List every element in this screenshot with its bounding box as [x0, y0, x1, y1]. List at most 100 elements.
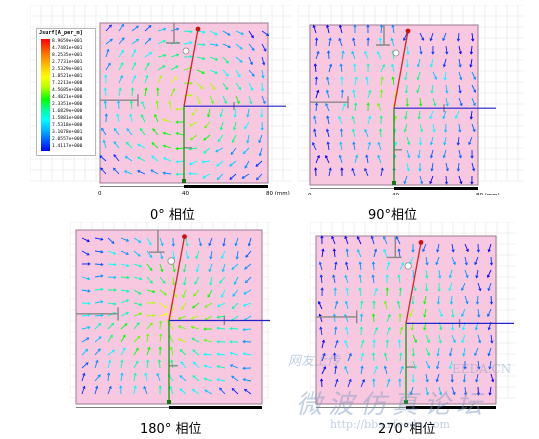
current-arrow [244, 121, 250, 130]
arrow-head [108, 359, 112, 363]
current-arrow [133, 386, 136, 395]
arrow-head [207, 114, 211, 118]
current-arrow [94, 386, 98, 395]
current-arrow [189, 121, 198, 127]
arrow-head [435, 262, 439, 266]
arrow-head [417, 116, 421, 120]
current-arrow [170, 88, 175, 97]
scale-bar [406, 406, 496, 409]
current-arrow [425, 360, 430, 369]
arrow-head [154, 113, 158, 118]
current-arrow [490, 256, 493, 266]
arrow-head [338, 37, 342, 41]
current-arrow [419, 123, 423, 132]
current-arrow [204, 378, 213, 382]
arrow-head [383, 300, 388, 304]
current-arrow [347, 353, 352, 362]
arrow-head [335, 378, 339, 382]
current-arrow [412, 360, 417, 369]
arrow-head [103, 100, 107, 104]
current-arrow [445, 162, 449, 171]
legend-colorbar [41, 39, 50, 151]
current-arrow [207, 108, 211, 117]
arrow-head [316, 50, 320, 54]
arrow-head [225, 60, 229, 64]
current-arrow [339, 155, 343, 164]
current-arrow [430, 58, 434, 67]
arrow-head [377, 154, 381, 159]
arrow-head [372, 300, 376, 304]
arrow-head [98, 336, 102, 340]
current-arrow [222, 95, 227, 104]
arrow-head [175, 107, 179, 111]
arrow-head [85, 348, 89, 352]
current-arrow [196, 69, 205, 74]
arrow-head [162, 118, 166, 122]
current-arrow [425, 386, 429, 395]
arrow-head [398, 378, 402, 382]
current-arrow [313, 116, 317, 125]
arrow-head [255, 177, 259, 181]
arrow-head [163, 305, 168, 309]
arrow-head [216, 340, 220, 344]
arrow-head [139, 127, 143, 132]
current-arrow [470, 110, 473, 119]
current-arrow [231, 388, 239, 395]
current-arrow [461, 308, 466, 317]
arrow-head [435, 379, 439, 383]
legend-value: 3.1078e+001 [52, 130, 83, 135]
arrow-head [135, 38, 140, 42]
arrow-head [351, 115, 355, 119]
current-arrow [380, 168, 384, 177]
current-arrow [175, 147, 185, 150]
arrow-head [162, 144, 166, 148]
arrow-head [395, 236, 399, 240]
arrow-head [246, 114, 250, 118]
arrow-head [147, 346, 151, 350]
ground-port [392, 181, 396, 185]
watermark-line1: 网友上传 [288, 354, 341, 369]
current-arrow [176, 132, 185, 136]
current-arrow [406, 162, 410, 171]
current-arrow [341, 51, 344, 60]
arrow-head [474, 261, 478, 266]
caption-270: 270°相位 [378, 422, 436, 437]
arrow-head [456, 142, 460, 146]
current-arrow [146, 250, 153, 258]
current-arrow [255, 160, 263, 167]
current-arrow [392, 25, 395, 34]
current-arrow [258, 134, 263, 143]
current-arrow [468, 136, 473, 145]
current-arrow [152, 128, 159, 136]
arrow-head [371, 261, 376, 265]
arrow-head [148, 25, 152, 29]
arrow-head [448, 288, 452, 292]
current-arrow [338, 38, 343, 47]
current-arrow [347, 379, 352, 388]
arrow-head [230, 151, 234, 156]
current-arrow [438, 386, 442, 395]
arrow-head [429, 38, 433, 42]
current-arrow [247, 134, 250, 143]
arrow-head [383, 248, 387, 253]
current-arrow [118, 75, 123, 84]
current-arrow [223, 237, 226, 246]
arrow-head [319, 274, 323, 278]
arrow-head [152, 289, 156, 294]
current-arrow [189, 147, 198, 150]
current-arrow [196, 56, 205, 60]
arrow-head [427, 365, 431, 369]
current-arrow [443, 136, 447, 145]
current-arrow [397, 301, 401, 310]
arrow-head [152, 128, 156, 132]
arrow-head [111, 322, 115, 326]
arrow-head [155, 100, 159, 104]
current-arrow [141, 114, 146, 123]
current-arrow [243, 147, 250, 154]
arrow-head [244, 126, 248, 130]
current-arrow [245, 276, 252, 284]
arrow-head [82, 372, 86, 376]
current-arrow [185, 237, 189, 246]
current-arrow [477, 334, 481, 343]
current-arrow [256, 173, 263, 181]
